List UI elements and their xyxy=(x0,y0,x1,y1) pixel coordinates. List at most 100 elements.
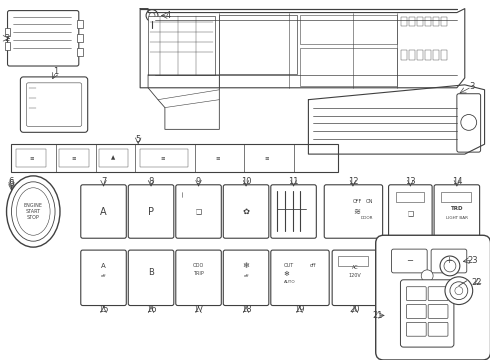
Bar xyxy=(77,48,83,56)
Text: TRD: TRD xyxy=(451,206,463,211)
Text: ≋: ≋ xyxy=(353,207,360,216)
Text: −: − xyxy=(406,256,413,265)
Text: 10: 10 xyxy=(241,177,251,186)
Text: 21: 21 xyxy=(372,311,383,320)
FancyBboxPatch shape xyxy=(376,235,490,360)
Text: ≡: ≡ xyxy=(29,156,34,161)
FancyBboxPatch shape xyxy=(332,250,378,306)
Ellipse shape xyxy=(11,182,55,241)
Text: A: A xyxy=(100,207,107,216)
Text: 1: 1 xyxy=(53,67,59,76)
Text: 18: 18 xyxy=(241,305,251,314)
Text: 4: 4 xyxy=(165,11,171,20)
Bar xyxy=(220,14,296,74)
Text: off: off xyxy=(244,274,249,278)
Text: ❑: ❑ xyxy=(196,208,202,215)
Bar xyxy=(148,15,216,75)
FancyBboxPatch shape xyxy=(457,94,481,152)
Bar xyxy=(98,149,128,167)
Circle shape xyxy=(149,13,155,18)
FancyBboxPatch shape xyxy=(406,305,426,318)
Text: 9: 9 xyxy=(196,177,201,186)
Text: ✿: ✿ xyxy=(243,207,249,216)
Text: AUTO: AUTO xyxy=(284,280,295,284)
Text: 23: 23 xyxy=(467,256,478,265)
Text: ❑: ❑ xyxy=(407,211,414,216)
Text: 17: 17 xyxy=(193,305,204,314)
Text: OUT: OUT xyxy=(284,264,294,269)
Bar xyxy=(433,50,439,60)
Bar xyxy=(441,192,471,202)
Text: ≡: ≡ xyxy=(72,156,76,161)
Text: ≡: ≡ xyxy=(215,156,220,161)
FancyBboxPatch shape xyxy=(428,322,448,336)
Bar xyxy=(300,14,397,44)
Bar xyxy=(417,50,423,60)
Bar xyxy=(140,149,188,167)
Text: OFF: OFF xyxy=(353,199,362,204)
Ellipse shape xyxy=(6,176,60,247)
Text: 22: 22 xyxy=(471,278,482,287)
Bar xyxy=(396,192,424,202)
Text: 14: 14 xyxy=(452,177,462,186)
FancyBboxPatch shape xyxy=(389,185,432,238)
Text: LIGHT BAR: LIGHT BAR xyxy=(446,216,468,220)
Text: 2: 2 xyxy=(4,34,9,43)
FancyBboxPatch shape xyxy=(434,185,480,238)
Text: 15: 15 xyxy=(98,305,109,314)
FancyBboxPatch shape xyxy=(428,287,448,301)
Bar xyxy=(401,17,407,26)
Bar xyxy=(300,48,397,86)
Bar xyxy=(433,17,439,26)
Text: 16: 16 xyxy=(146,305,156,314)
Bar xyxy=(11,144,338,172)
FancyBboxPatch shape xyxy=(271,185,317,238)
Bar xyxy=(17,149,46,167)
Text: ENGINE
START
STOP: ENGINE START STOP xyxy=(24,203,43,220)
Text: 6: 6 xyxy=(9,177,14,186)
Text: B: B xyxy=(148,268,154,277)
Text: TRIP: TRIP xyxy=(193,271,204,276)
Circle shape xyxy=(445,277,473,305)
Text: 120V: 120V xyxy=(348,273,361,278)
Bar xyxy=(401,50,407,60)
Circle shape xyxy=(421,270,433,282)
Bar xyxy=(77,21,83,28)
FancyBboxPatch shape xyxy=(26,83,82,126)
Bar xyxy=(441,17,447,26)
FancyBboxPatch shape xyxy=(128,250,174,306)
FancyBboxPatch shape xyxy=(400,280,454,347)
Text: off: off xyxy=(101,274,106,278)
Bar xyxy=(77,34,83,42)
Text: 19: 19 xyxy=(294,305,305,314)
FancyBboxPatch shape xyxy=(406,287,426,301)
Bar xyxy=(425,50,431,60)
Text: 11: 11 xyxy=(288,177,299,186)
Bar xyxy=(425,17,431,26)
Text: +: + xyxy=(445,256,452,265)
Text: off: off xyxy=(310,264,317,269)
Text: P: P xyxy=(148,207,154,216)
FancyBboxPatch shape xyxy=(223,185,269,238)
Text: ON: ON xyxy=(366,199,374,204)
Text: 20: 20 xyxy=(350,305,360,314)
Text: 6: 6 xyxy=(9,179,14,188)
FancyBboxPatch shape xyxy=(176,250,221,306)
Text: A: A xyxy=(101,263,106,269)
Bar xyxy=(338,256,368,266)
Circle shape xyxy=(440,256,460,276)
Text: 13: 13 xyxy=(405,177,416,186)
FancyBboxPatch shape xyxy=(21,77,88,132)
Text: 7: 7 xyxy=(101,177,106,186)
FancyBboxPatch shape xyxy=(128,185,174,238)
FancyBboxPatch shape xyxy=(81,185,126,238)
Text: 8: 8 xyxy=(148,177,154,186)
Circle shape xyxy=(450,282,468,300)
Bar xyxy=(4,42,9,50)
Text: 12: 12 xyxy=(348,177,358,186)
Text: DOOR: DOOR xyxy=(361,216,373,220)
FancyBboxPatch shape xyxy=(392,249,427,273)
FancyBboxPatch shape xyxy=(7,10,79,66)
FancyBboxPatch shape xyxy=(223,250,269,306)
FancyBboxPatch shape xyxy=(428,305,448,318)
